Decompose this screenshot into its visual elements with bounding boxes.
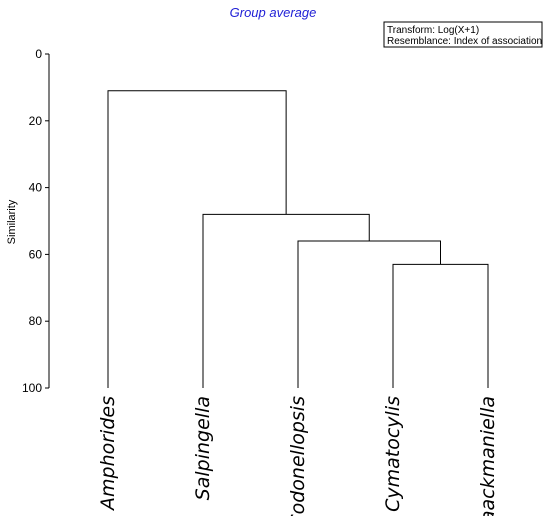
y-tick-label: 20 <box>29 114 43 128</box>
dendrogram-link-4 <box>107 90 287 388</box>
y-tick-label: 60 <box>29 247 43 261</box>
y-tick-label: 80 <box>29 314 43 328</box>
leaf-label: Cymatocylis <box>382 396 404 512</box>
y-axis: 0 20 40 60 80 100 <box>22 47 50 395</box>
chart-title: Group average <box>230 5 317 20</box>
leaf-label: Laackmaniella <box>477 396 499 516</box>
leaf-labels: Amphorides Salpingella Codonellopsis Cymato… <box>97 396 499 516</box>
y-tick-label: 100 <box>22 381 42 395</box>
y-axis-label: Similarity <box>6 199 18 244</box>
legend-resemblance: Resemblance: Index of association <box>387 36 542 47</box>
legend-frame <box>383 21 543 48</box>
y-tick-label: 0 <box>35 47 42 61</box>
dendrogram-link-3 <box>202 213 370 388</box>
y-tick-label: 40 <box>29 181 43 195</box>
dendrogram-links <box>107 90 489 388</box>
dendrogram-link-1 <box>392 263 489 388</box>
dendrogram-link-2 <box>297 240 441 388</box>
leaf-label: Salpingella <box>192 396 214 500</box>
leaf-label: Amphorides <box>97 396 119 512</box>
legend-box: Transform: Log(X+1) Resemblance: Index o… <box>383 21 543 48</box>
legend-transform: Transform: Log(X+1) <box>387 25 479 36</box>
leaf-label: Codonellopsis <box>287 396 309 516</box>
